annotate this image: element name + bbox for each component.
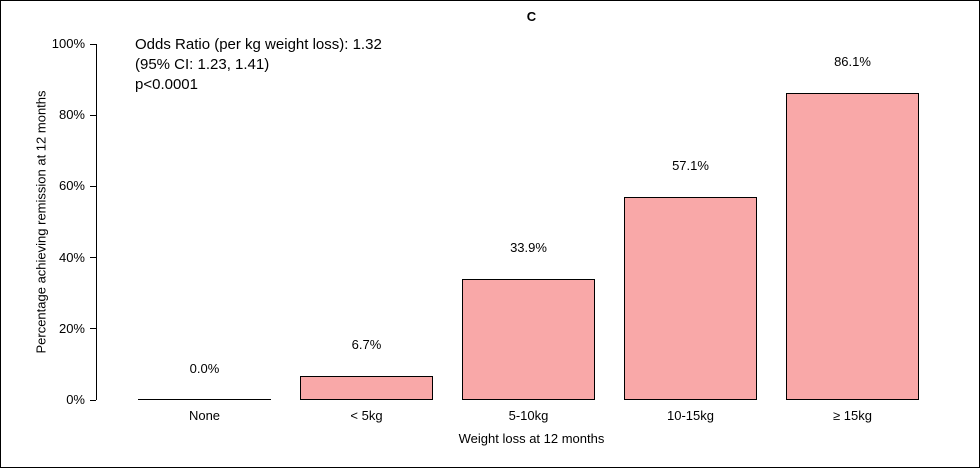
x-category-label: < 5kg [350, 408, 383, 423]
x-category-label: 10-15kg [667, 408, 714, 423]
x-category-label: ≥ 15kg [833, 408, 872, 423]
x-category-label: None [188, 408, 221, 423]
ytick-label: 60% [58, 178, 85, 194]
annotation-line-confidence-interval: (95% CI: 1.23, 1.41) [135, 56, 270, 73]
plot-area: 0% 20% 40% 60% 80% 100% 0.0% None 6.7% < 5kg 33.9%… [52, 36, 966, 423]
ytick-label: 80% [58, 107, 85, 123]
bar-< 5kg [300, 376, 433, 400]
stats-annotation: Odds Ratio (per kg weight loss): 1.32 (9… [135, 35, 382, 95]
annotation-line-p-value: p<0.0001 [135, 76, 198, 93]
bar-5-10kg [462, 279, 595, 400]
ytick-mark [90, 257, 96, 259]
bar-value-label: 86.1% [834, 54, 871, 69]
y-axis-line [96, 44, 97, 400]
ytick-mark [90, 399, 96, 401]
chart-title: C [526, 9, 537, 24]
ytick-label: 40% [58, 249, 85, 265]
bar-≥ 15kg [786, 93, 919, 400]
bar-value-label: 0.0% [189, 361, 220, 376]
ytick-label: 100% [51, 36, 85, 51]
bar-None [138, 399, 271, 400]
ytick-mark [90, 328, 96, 330]
ytick-label: 0% [66, 392, 85, 407]
x-axis-title: Weight loss at 12 months [458, 431, 605, 446]
ytick-mark [90, 43, 96, 45]
bar-value-label: 33.9% [510, 240, 547, 255]
ytick-label: 20% [58, 320, 85, 336]
ytick-mark [90, 114, 96, 116]
bar-value-label: 57.1% [672, 158, 709, 173]
y-axis-title: Percentage achieving remission at 12 mon… [33, 90, 49, 354]
bar-value-label: 6.7% [351, 337, 382, 352]
bar-10-15kg [624, 197, 757, 400]
ytick-mark [90, 185, 96, 187]
annotation-line-odds-ratio: Odds Ratio (per kg weight loss): 1.32 [135, 36, 382, 53]
x-category-label: 5-10kg [508, 408, 549, 423]
